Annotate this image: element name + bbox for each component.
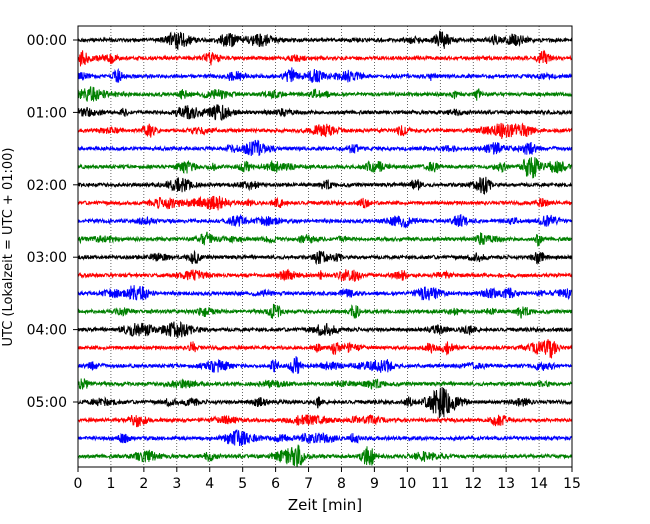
trace-0030 (77, 67, 573, 83)
x-tick-layer: 0 1 2 3 4 5 6 7 8 9 10 11 12 13 14 15 (74, 467, 581, 492)
x-tick-label-15: 15 (563, 476, 581, 492)
trace-0000 (77, 30, 573, 51)
x-tick-label-10: 10 (398, 476, 416, 492)
trace-0215 (77, 195, 573, 211)
trace-0530 (77, 429, 573, 446)
trace-0200 (77, 176, 573, 196)
x-tick-label-3: 3 (172, 476, 181, 492)
x-tick-label-7: 7 (304, 476, 313, 492)
trace-0230 (77, 213, 573, 229)
y-tick-label-0300: 03:00 (27, 250, 67, 266)
trace-0045 (77, 86, 573, 102)
y-axis-label: UTC (Lokalzeit = UTC + 01:00) (1, 148, 16, 347)
x-axis-label: Zeit [min] (288, 496, 362, 514)
x-tick-label-2: 2 (139, 476, 148, 492)
y-tick-label-0400: 04:00 (27, 323, 67, 339)
y-tick-label-0500: 05:00 (27, 395, 67, 411)
x-tick-label-13: 13 (497, 476, 515, 492)
x-tick-label-1: 1 (106, 476, 115, 492)
trace-0115 (77, 122, 573, 139)
x-tick-label-11: 11 (431, 476, 449, 492)
trace-0130 (77, 139, 573, 156)
trace-0415 (77, 339, 573, 359)
x-tick-label-8: 8 (337, 476, 346, 492)
plot-frame (77, 25, 573, 468)
trace-0445 (77, 378, 573, 390)
trace-0300 (77, 249, 573, 266)
trace-0515 (77, 414, 573, 428)
y-tick-label-0200: 02:00 (27, 178, 67, 194)
x-tick-label-4: 4 (205, 476, 214, 492)
x-tick-label-9: 9 (370, 476, 379, 492)
trace-0015 (77, 49, 573, 67)
x-tick-label-0: 0 (74, 476, 83, 492)
trace-layer (77, 30, 573, 467)
trace-0330 (77, 285, 573, 301)
x-tick-label-14: 14 (530, 476, 548, 492)
trace-0100 (77, 104, 573, 121)
trace-0545 (77, 444, 573, 467)
trace-0245 (77, 231, 573, 247)
trace-0315 (77, 268, 573, 282)
x-tick-label-6: 6 (271, 476, 280, 492)
trace-0400 (77, 321, 573, 338)
y-tick-label-0100: 01:00 (27, 105, 67, 121)
y-tick-layer: 00:00 01:00 02:00 03:00 04:00 05:00 (27, 33, 78, 411)
trace-0430 (77, 356, 573, 374)
y-tick-label-0000: 00:00 (27, 33, 67, 49)
trace-0345 (77, 303, 573, 319)
x-tick-label-5: 5 (238, 476, 247, 492)
trace-0145 (77, 157, 573, 179)
trace-0500 (77, 387, 573, 418)
x-tick-label-12: 12 (464, 476, 482, 492)
